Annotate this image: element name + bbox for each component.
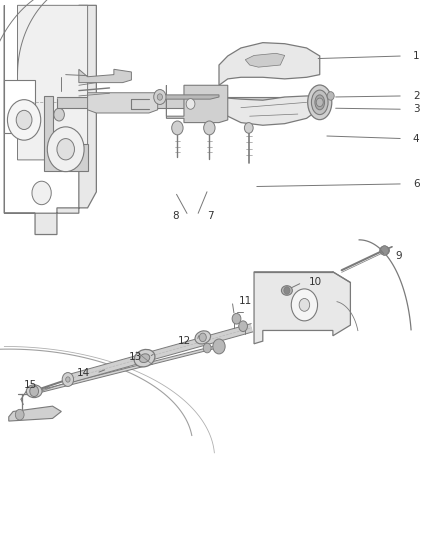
Polygon shape xyxy=(31,345,219,395)
Circle shape xyxy=(199,333,206,342)
Polygon shape xyxy=(88,93,158,113)
Circle shape xyxy=(172,121,183,135)
Circle shape xyxy=(57,139,74,160)
Ellipse shape xyxy=(380,246,389,255)
Circle shape xyxy=(16,110,32,130)
Circle shape xyxy=(204,121,215,135)
Text: 2: 2 xyxy=(413,91,420,101)
Circle shape xyxy=(232,313,241,324)
Polygon shape xyxy=(219,96,315,125)
Text: 4: 4 xyxy=(413,134,420,143)
Circle shape xyxy=(244,123,253,133)
Text: 3: 3 xyxy=(413,104,420,114)
Polygon shape xyxy=(18,5,88,160)
Circle shape xyxy=(15,409,24,420)
Polygon shape xyxy=(4,5,96,235)
Text: 1: 1 xyxy=(413,51,420,61)
Text: 14: 14 xyxy=(77,368,90,378)
Circle shape xyxy=(66,377,70,382)
Polygon shape xyxy=(166,85,228,123)
Polygon shape xyxy=(57,97,285,108)
Circle shape xyxy=(30,386,39,397)
Text: 8: 8 xyxy=(172,211,179,221)
Polygon shape xyxy=(158,95,219,99)
Ellipse shape xyxy=(134,350,155,367)
Text: 12: 12 xyxy=(177,336,191,346)
Polygon shape xyxy=(79,69,131,83)
Ellipse shape xyxy=(311,90,328,115)
Polygon shape xyxy=(44,96,88,171)
Circle shape xyxy=(154,90,166,104)
Text: 13: 13 xyxy=(129,352,142,362)
Circle shape xyxy=(32,181,51,205)
Ellipse shape xyxy=(281,286,293,295)
Circle shape xyxy=(47,127,84,172)
Circle shape xyxy=(239,321,247,332)
Polygon shape xyxy=(9,406,61,421)
Circle shape xyxy=(316,98,323,107)
Polygon shape xyxy=(254,272,350,344)
Text: 6: 6 xyxy=(413,179,420,189)
Circle shape xyxy=(203,343,211,353)
Circle shape xyxy=(186,99,195,109)
Polygon shape xyxy=(219,43,320,85)
Text: 9: 9 xyxy=(395,251,402,261)
Ellipse shape xyxy=(26,385,42,398)
Circle shape xyxy=(327,92,334,100)
Polygon shape xyxy=(245,53,285,67)
Circle shape xyxy=(7,100,41,140)
Text: 11: 11 xyxy=(239,296,252,306)
Polygon shape xyxy=(4,80,35,133)
Text: 7: 7 xyxy=(207,211,214,221)
Text: 10: 10 xyxy=(309,278,322,287)
Circle shape xyxy=(54,108,64,121)
Circle shape xyxy=(291,289,318,321)
Circle shape xyxy=(213,339,225,354)
Circle shape xyxy=(284,287,290,294)
Ellipse shape xyxy=(195,331,211,344)
Ellipse shape xyxy=(315,95,325,110)
Circle shape xyxy=(157,94,162,100)
Circle shape xyxy=(62,373,74,386)
Circle shape xyxy=(299,298,310,311)
Ellipse shape xyxy=(139,354,150,362)
Text: 15: 15 xyxy=(24,380,37,390)
Circle shape xyxy=(381,246,389,255)
Ellipse shape xyxy=(307,85,332,120)
